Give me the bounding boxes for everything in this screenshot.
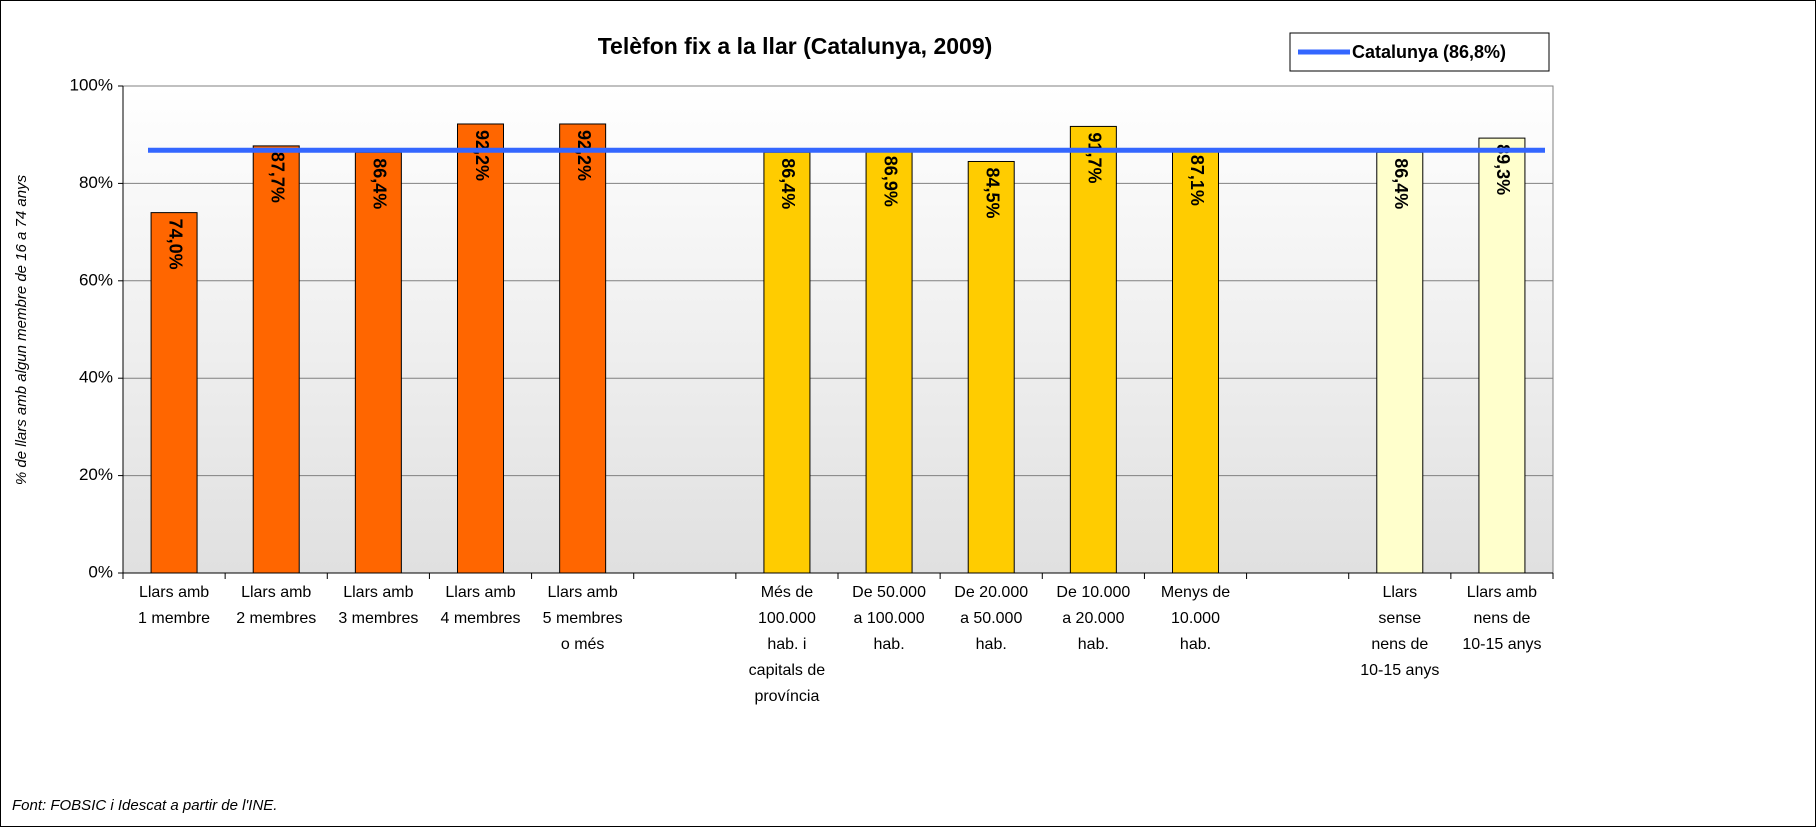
x-tick-label: Menys de [1161, 584, 1230, 601]
bar [457, 123, 504, 574]
x-tick-label: 5 membres [543, 610, 623, 627]
y-tick-label: 20% [79, 465, 113, 484]
bar [763, 151, 811, 574]
bar [1069, 125, 1117, 574]
x-tick-label: De 20.000 [954, 584, 1028, 601]
x-tick-label: 2 membres [236, 610, 316, 627]
bar [150, 212, 198, 574]
x-tick-label: 4 membres [440, 610, 520, 627]
x-tick-label: Llars amb [139, 584, 209, 601]
value-label: 87,1% [1187, 155, 1207, 206]
value-label: 86,4% [778, 158, 798, 209]
x-tick-label: Llars amb [241, 584, 311, 601]
y-tick-label: 80% [79, 173, 113, 192]
value-label: 92,2% [472, 130, 492, 181]
y-axis-label: % de llars amb algun membre de 16 a 74 a… [13, 174, 30, 485]
bar [1376, 151, 1424, 574]
x-tick-label: 100.000 [758, 610, 816, 627]
x-tick-label: Llars [1382, 584, 1417, 601]
value-label: 91,7% [1085, 132, 1105, 183]
bar [559, 123, 607, 574]
bar [1172, 148, 1219, 574]
x-tick-label: o més [561, 636, 605, 653]
x-tick-label: nens de [1371, 636, 1428, 653]
legend-label: Catalunya (86,8%) [1352, 42, 1506, 62]
x-tick-label: a 20.000 [1062, 610, 1124, 627]
value-label: 87,7% [267, 152, 287, 203]
plot-area [122, 85, 1554, 574]
x-tick-label: capitals de [749, 662, 826, 679]
x-tick-label: 1 membre [138, 610, 210, 627]
x-tick-label: nens de [1473, 610, 1530, 627]
x-tick-label: sense [1378, 610, 1421, 627]
value-label: 84,5% [982, 167, 1002, 218]
x-tick-label: 10-15 anys [1360, 662, 1439, 679]
value-label: 86,9% [880, 156, 900, 207]
y-tick-label: 0% [88, 562, 113, 581]
bar [252, 145, 300, 574]
bar [865, 149, 913, 574]
value-label: 92,2% [574, 130, 594, 181]
x-tick-label: 10-15 anys [1462, 636, 1541, 653]
x-tick-label: Llars amb [445, 584, 515, 601]
x-tick-label: De 50.000 [852, 584, 926, 601]
x-tick-label: Llars amb [343, 584, 413, 601]
source-note: Font: FOBSIC i Idescat a partir de l'INE… [12, 797, 277, 814]
x-tick-label: 3 membres [338, 610, 418, 627]
x-tick-label: província [754, 688, 819, 705]
x-tick-label: hab. [874, 636, 905, 653]
bar [354, 151, 402, 574]
x-tick-label: Llars amb [1467, 584, 1537, 601]
value-label: 86,4% [1391, 158, 1411, 209]
x-tick-label: a 50.000 [960, 610, 1022, 627]
y-tick-label: 60% [79, 270, 113, 289]
x-tick-label: Llars amb [548, 584, 618, 601]
x-tick-label: a 100.000 [853, 610, 924, 627]
y-tick-label: 40% [79, 368, 113, 387]
x-tick-label: Més de [761, 584, 814, 601]
x-tick-label: 10.000 [1171, 610, 1220, 627]
x-tick-label: hab. [1180, 636, 1211, 653]
bar [967, 160, 1015, 574]
x-tick-label: hab. [976, 636, 1007, 653]
value-label: 89,3% [1493, 144, 1513, 195]
value-label: 86,4% [370, 158, 390, 209]
y-tick-label: 100% [70, 75, 113, 94]
x-tick-label: De 10.000 [1056, 584, 1130, 601]
value-label: 74,0% [165, 219, 185, 270]
bar [1478, 137, 1526, 574]
chart-title: Telèfon fix a la llar (Catalunya, 2009) [598, 33, 993, 59]
x-tick-label: hab. i [767, 636, 806, 653]
x-tick-label: hab. [1078, 636, 1109, 653]
